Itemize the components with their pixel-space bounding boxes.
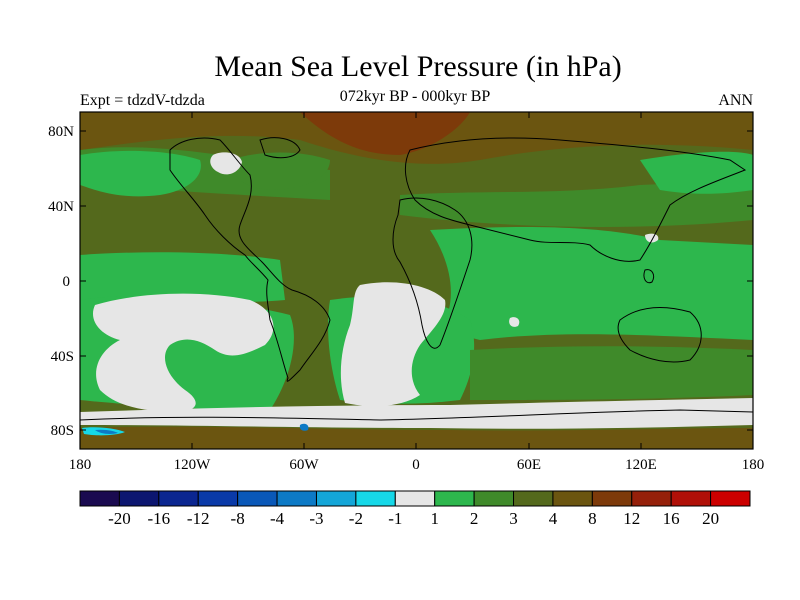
lat-label: 40S (51, 349, 74, 365)
field-region (645, 233, 659, 243)
colorbar-swatch (118, 490, 160, 507)
field-region (210, 152, 242, 175)
colorbar-swatch (158, 490, 199, 507)
colorbar-swatch (631, 490, 672, 507)
colorbar-label: -20 (108, 509, 131, 528)
colorbar: -20 -16 -12 -8 -4 -3 -2 -1 1 2 3 4 8 12 16 20 (79, 490, 751, 528)
colorbar-label: 4 (549, 509, 558, 528)
colorbar-swatch (197, 490, 239, 507)
field-region (95, 429, 118, 434)
lat-label: 40N (48, 199, 74, 215)
colorbar-swatch (710, 490, 751, 507)
colorbar-label: -4 (270, 509, 285, 528)
period-label: 072kyr BP - 000kyr BP (339, 88, 491, 105)
coastline (80, 409, 753, 421)
lon-label: 180 (742, 457, 765, 473)
season-label: ANN (718, 92, 753, 109)
field-region (640, 151, 753, 194)
field-region (509, 317, 520, 327)
lon-label: 60E (517, 457, 541, 473)
colorbar-swatch (434, 490, 475, 507)
field-region (299, 423, 309, 431)
coastline (259, 137, 301, 159)
colorbar-swatch (670, 490, 712, 507)
coastline (404, 137, 747, 262)
colorbar-label: -8 (231, 509, 245, 528)
colorbar-swatch (552, 490, 593, 507)
coastline (617, 307, 702, 363)
colorbar-swatch (473, 490, 515, 507)
colorbar-swatch (237, 490, 278, 507)
colorbar-label: 12 (623, 509, 640, 528)
colorbar-label: -12 (187, 509, 210, 528)
colorbar-label: 1 (430, 509, 439, 528)
field-region (230, 152, 330, 190)
colorbar-label: 16 (663, 509, 680, 528)
colorbar-swatch (315, 490, 357, 507)
pressure-field (80, 112, 753, 449)
colorbar-label: 8 (588, 509, 597, 528)
lat-tick-marks (80, 130, 753, 431)
lon-label: 180 (69, 457, 92, 473)
colorbar-label: 2 (470, 509, 479, 528)
field-region (80, 426, 753, 449)
colorbar-swatch (355, 490, 396, 507)
field-region (300, 112, 470, 155)
colorbar-swatch (513, 490, 554, 507)
colorbar-swatch (79, 490, 120, 507)
colorbar-label: -16 (147, 509, 170, 528)
lat-label: 0 (63, 274, 71, 290)
coastline (392, 197, 473, 349)
field-region (80, 398, 753, 429)
field-region (80, 150, 201, 197)
lat-labels: 80N 40N 0 40S 80S (48, 124, 74, 439)
field-band (430, 227, 753, 340)
lat-label: 80N (48, 124, 74, 140)
colorbar-swatch (276, 490, 317, 507)
lat-label: 80S (51, 423, 74, 439)
colorbar-label: -3 (309, 509, 323, 528)
lon-label: 60W (289, 457, 319, 473)
field-band (80, 252, 285, 303)
coastline (169, 137, 331, 382)
lon-label: 120E (625, 457, 657, 473)
coastlines (80, 137, 753, 421)
colorbar-label: -2 (349, 509, 363, 528)
field-band (470, 346, 753, 400)
lon-labels: 180 120W 60W 0 60E 120E 180 (69, 457, 765, 473)
lon-label: 120W (174, 457, 212, 473)
colorbar-label: -1 (388, 509, 402, 528)
colorbar-swatch (394, 490, 436, 507)
field-region (92, 293, 274, 412)
experiment-label: Expt = tdzdV-tdzda (80, 92, 205, 109)
map-title: Mean Sea Level Pressure (in hPa) (214, 50, 622, 83)
colorbar-swatch (591, 490, 633, 507)
lon-label: 0 (412, 457, 420, 473)
lon-tick-marks (191, 112, 642, 449)
coastline (643, 269, 655, 284)
colorbar-label: 20 (702, 509, 719, 528)
colorbar-label: 3 (509, 509, 518, 528)
